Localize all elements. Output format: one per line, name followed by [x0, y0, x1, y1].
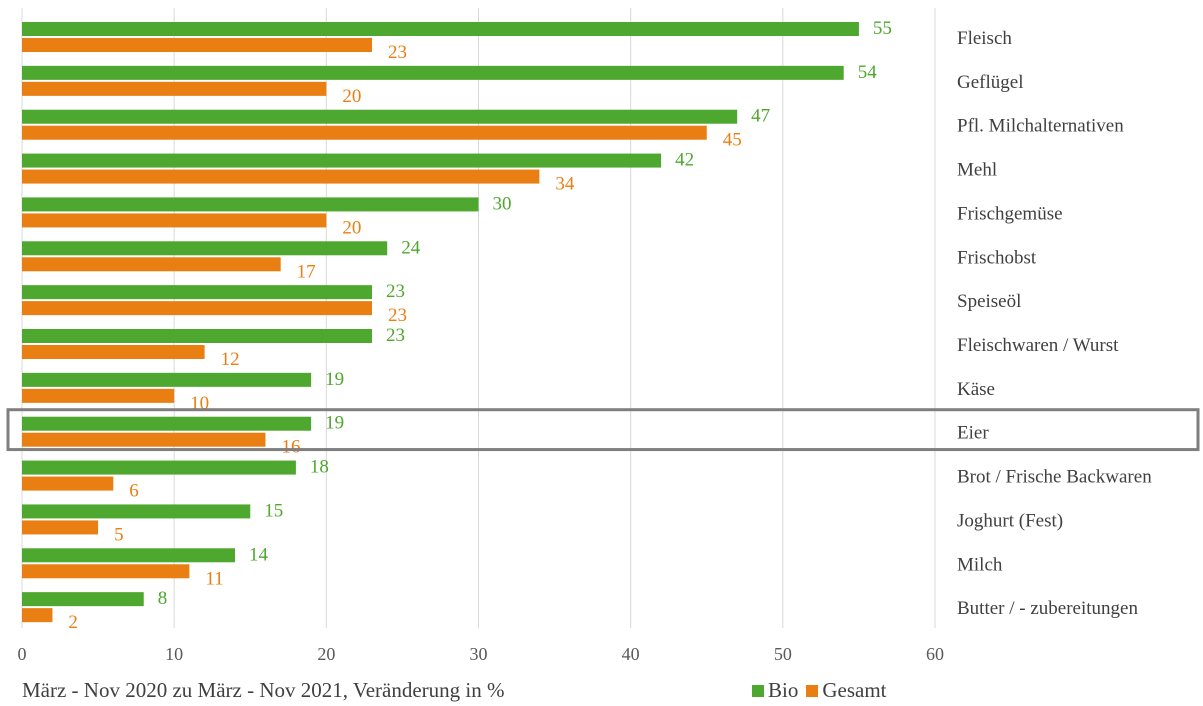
category-label: Fleischwaren / Wurst — [957, 335, 1119, 356]
category-label: Joghurt (Fest) — [957, 510, 1063, 531]
data-label-gesamt: 45 — [723, 130, 742, 151]
bar-bio — [22, 22, 859, 36]
data-label-bio: 55 — [873, 18, 892, 39]
bar-gesamt — [22, 301, 372, 316]
category-label: Frischobst — [957, 247, 1037, 268]
category-label: Frischgemüse — [957, 203, 1063, 224]
bar-gesamt — [22, 476, 114, 491]
x-tick-label: 30 — [470, 644, 488, 664]
data-label-gesamt: 6 — [129, 481, 139, 502]
category-label: Butter / - zubereitungen — [957, 598, 1138, 619]
bar-bio — [22, 65, 844, 80]
bar-bio — [22, 285, 372, 300]
data-label-gesamt: 11 — [205, 568, 223, 589]
bar-gesamt — [22, 38, 372, 52]
bar-bio — [22, 329, 372, 343]
category-label: Brot / Frische Backwaren — [957, 467, 1152, 488]
category-label: Geflügel — [957, 72, 1023, 93]
footer-note: März - Nov 2020 zu März - Nov 2021, Verä… — [22, 678, 505, 702]
legend-swatch-gesamt — [806, 684, 819, 697]
data-label-gesamt: 23 — [388, 42, 407, 63]
data-label-gesamt: 17 — [297, 261, 316, 282]
bar-gesamt — [22, 257, 281, 272]
data-label-bio: 23 — [386, 325, 405, 346]
data-label-gesamt: 20 — [342, 217, 361, 238]
category-label: Mehl — [957, 160, 997, 181]
data-label-bio: 54 — [858, 62, 878, 83]
bar-gesamt — [22, 345, 205, 359]
data-label-bio: 19 — [325, 413, 344, 434]
bar-gesamt — [22, 213, 327, 228]
x-tick-label: 0 — [18, 644, 27, 664]
highlight-box — [6, 408, 1200, 452]
data-label-gesamt: 20 — [342, 86, 361, 107]
bar-gesamt — [22, 520, 99, 535]
data-label-bio: 30 — [493, 193, 512, 214]
legend-item-gesamt: Gesamt — [806, 678, 887, 703]
data-label-bio: 19 — [325, 369, 344, 390]
category-label: Milch — [957, 554, 1003, 575]
bar-bio — [22, 197, 479, 212]
x-tick-label: 40 — [622, 644, 640, 664]
bar-bio — [22, 548, 236, 563]
data-label-gesamt: 23 — [388, 305, 407, 326]
legend-label-bio: Bio — [768, 678, 799, 702]
x-tick-label: 50 — [774, 644, 792, 664]
data-label-gesamt: 12 — [221, 349, 240, 370]
bar-bio — [22, 241, 388, 256]
data-label-gesamt: 5 — [114, 524, 124, 545]
bar-bio — [22, 504, 251, 519]
data-label-gesamt: 2 — [68, 612, 78, 633]
bar-gesamt — [22, 169, 540, 184]
category-label: Fleisch — [957, 28, 1012, 49]
bar-bio — [22, 460, 296, 475]
data-label-bio: 42 — [675, 150, 694, 171]
data-label-gesamt: 16 — [281, 437, 300, 458]
x-tick-label: 60 — [926, 644, 944, 664]
legend-item-bio: Bio — [752, 678, 798, 703]
data-label-bio: 47 — [751, 106, 770, 127]
bar-gesamt — [22, 388, 175, 403]
data-label-bio: 8 — [158, 588, 168, 609]
category-label: Eier — [957, 423, 989, 444]
data-label-bio: 24 — [401, 237, 421, 258]
bar-gesamt — [22, 432, 266, 447]
category-label: Käse — [957, 379, 995, 400]
legend-swatch-bio — [752, 684, 764, 697]
data-label-bio: 23 — [386, 281, 405, 302]
x-tick-label: 20 — [317, 644, 335, 664]
data-label-gesamt: 34 — [555, 174, 575, 195]
legend: Bio Gesamt — [752, 678, 895, 703]
data-label-bio: 15 — [264, 500, 283, 521]
bar-gesamt — [22, 564, 190, 579]
bar-gesamt — [22, 81, 327, 96]
data-label-bio: 14 — [249, 544, 268, 565]
data-label-bio: 18 — [310, 457, 329, 478]
bar-chart: 0 10 20 30 40 50 60 55 23 Fleisch 54 20 Geflügel 47 45… — [6, 8, 1200, 664]
category-label: Speiseöl — [957, 291, 1021, 312]
bar-bio — [22, 372, 312, 387]
x-tick-label: 10 — [165, 644, 183, 664]
category-label: Pfl. Milchalternativen — [957, 116, 1124, 137]
legend-label-gesamt: Gesamt — [822, 678, 887, 702]
bar-bio — [22, 416, 312, 431]
bar-bio — [22, 153, 662, 168]
bar-bio — [22, 592, 144, 607]
bar-bio — [22, 109, 738, 124]
bar-gesamt — [22, 125, 707, 140]
bar-gesamt — [22, 608, 53, 623]
